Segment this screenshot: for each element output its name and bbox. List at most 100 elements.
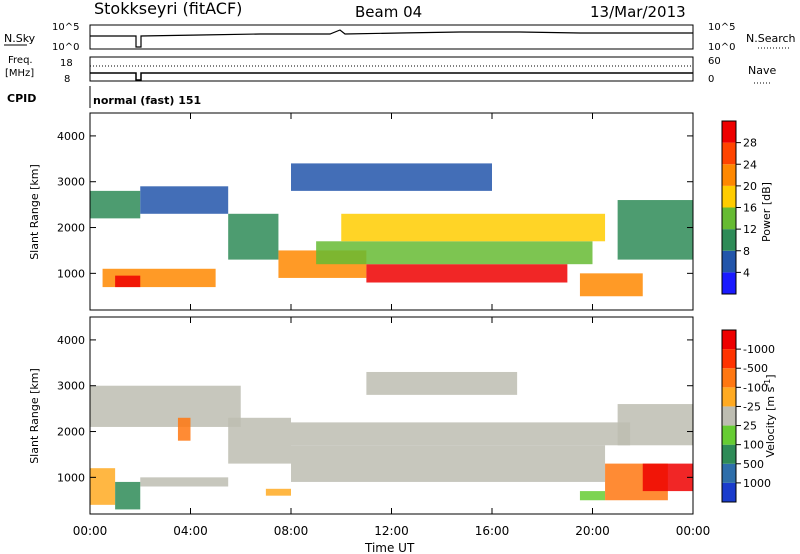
velocity-colorbar-label-7: -1000 (743, 343, 775, 356)
velocity-region-4 (617, 404, 693, 446)
noise-left-label: N.Sky (4, 32, 36, 45)
x-tick-label-3: 12:00 (374, 524, 409, 538)
velocity-colorbar-label-2: 100 (743, 439, 764, 452)
velocity-colorbar-label-0: 1000 (743, 477, 771, 490)
x-tick-label-5: 20:00 (575, 524, 610, 538)
velocity-region-7 (115, 481, 141, 510)
freq-label: Freq. (8, 55, 33, 66)
x-tick-label-6: 00:00 (676, 524, 711, 538)
velocity-colorbar: 1000 500 100 25 -25 -100 -500 -1000 Velocity [m… (721, 329, 778, 503)
velocity-region-0 (90, 385, 241, 427)
velocity-region-10 (579, 491, 606, 501)
velocity-ytick-label-2: 3000 (57, 380, 85, 393)
power-colorbar-block-3 (722, 207, 736, 230)
velocity-colorbar-block-2 (722, 444, 736, 464)
date-title: 13/Mar/2013 (590, 3, 686, 21)
velocity-region-12 (642, 463, 693, 492)
velocity-colorbar-block-3 (722, 425, 736, 445)
power-colorbar-label: Power [dB] (760, 182, 773, 242)
cpid-value: normal (fast) 151 (93, 94, 201, 107)
noise-right-label: N.Search (746, 32, 796, 45)
power-ytick-label-1: 2000 (57, 222, 85, 235)
freq-tick-top: 18 (60, 58, 73, 69)
velocity-colorbar-block-8 (722, 330, 736, 350)
freq-trace (90, 72, 693, 81)
power-colorbar: 4 8 12 16 20 24 28 Power [dB] (721, 120, 773, 295)
power-region-4 (115, 275, 141, 288)
power-region-2 (228, 213, 279, 260)
velocity-region-8 (177, 417, 191, 441)
velocity-colorbar-block-5 (722, 387, 736, 407)
freq-unit: [MHz] (5, 68, 34, 79)
velocity-colorbar-block-4 (722, 406, 736, 426)
velocity-ytick-label-0: 1000 (57, 471, 85, 484)
velocity-colorbar-block-7 (722, 349, 736, 369)
x-axis: 00:00 04:00 08:00 12:00 16:00 20:00 00:00 (73, 524, 711, 538)
x-tick-label-0: 00:00 (73, 524, 108, 538)
noise-right-tick-top: 10^5 (708, 22, 735, 33)
power-colorbar-block-5 (722, 164, 736, 186)
freq-panel: Freq. [MHz] 18 8 60 0 Nave (5, 55, 776, 85)
velocity-region-1 (228, 417, 291, 464)
power-colorbar-label-5: 24 (743, 158, 757, 171)
nave-tick-top: 60 (708, 56, 721, 67)
power-region-1 (140, 186, 229, 214)
velocity-region-6 (90, 468, 116, 505)
power-colorbar-block-4 (722, 185, 736, 208)
velocity-colorbar-label-6: -500 (743, 362, 768, 375)
power-colorbar-block-1 (722, 250, 736, 273)
cpid-label: CPID (7, 92, 36, 105)
power-region-6 (366, 264, 568, 283)
power-colorbar-label-1: 8 (743, 245, 750, 258)
power-colorbar-block-2 (722, 229, 736, 251)
velocity-colorbar-label: Velocity [m s-1] (763, 374, 778, 457)
velocity-ytick-label-3: 4000 (57, 334, 85, 347)
velocity-colorbar-label-1: 500 (743, 458, 764, 471)
x-axis-label: Time UT (364, 541, 415, 554)
power-colorbar-label-3: 16 (743, 202, 757, 215)
power-colorbar-label-6: 28 (743, 137, 757, 150)
x-tick-label-2: 08:00 (274, 524, 309, 538)
power-colorbar-block-0 (722, 272, 736, 294)
velocity-colorbar-block-6 (722, 368, 736, 388)
power-ytick-label-2: 3000 (57, 176, 85, 189)
power-colorbar-block-6 (722, 142, 736, 165)
velocity-ytick-label-1: 2000 (57, 426, 85, 439)
freq-tick-bottom: 8 (64, 74, 70, 85)
station-title: Stokkseyri (fitACF) (94, 0, 242, 18)
nave-label: Nave (748, 64, 776, 77)
velocity-colorbar-label-3: 25 (743, 420, 757, 433)
power-region-9 (579, 273, 643, 297)
noise-trace (90, 29, 693, 48)
velocity-colorbar-block-0 (722, 482, 736, 502)
power-colorbar-block-7 (722, 121, 736, 143)
power-colorbar-label-0: 4 (743, 266, 750, 279)
power-region-11 (291, 163, 492, 191)
velocity-region-5 (140, 477, 229, 487)
power-ytick-label-3: 4000 (57, 130, 85, 143)
velocity-colorbar-block-1 (722, 463, 736, 483)
x-tick-label-4: 16:00 (475, 524, 510, 538)
power-region-8 (341, 213, 606, 242)
velocity-region-13 (366, 371, 518, 395)
velocity-ylabel: Slant Range [km] (28, 368, 41, 464)
beam-title: Beam 04 (355, 3, 422, 21)
nave-tick-bottom: 0 (708, 74, 714, 85)
velocity-region-9 (265, 488, 291, 496)
power-region-7 (316, 241, 593, 265)
noise-panel: N.Sky 10^5 10^0 10^5 10^0 N.Search (4, 22, 796, 53)
power-panel: 1000 2000 3000 4000 Slant Range [km] (28, 112, 694, 311)
noise-left-tick-bottom: 10^0 (52, 42, 79, 53)
velocity-region-2 (291, 445, 606, 482)
power-ylabel: Slant Range [km] (28, 164, 41, 260)
velocity-colorbar-label-4: -25 (743, 400, 761, 413)
power-region-0 (90, 190, 141, 219)
power-ytick-label-0: 1000 (57, 267, 85, 280)
noise-right-tick-bottom: 10^0 (708, 42, 735, 53)
velocity-region-3 (291, 422, 631, 446)
power-region-10 (617, 200, 693, 260)
velocity-colorbar-label-5: -100 (743, 381, 768, 394)
power-colorbar-label-2: 12 (743, 223, 757, 236)
velocity-panel: 1000 2000 3000 4000 Slant Range [km] (28, 316, 694, 515)
